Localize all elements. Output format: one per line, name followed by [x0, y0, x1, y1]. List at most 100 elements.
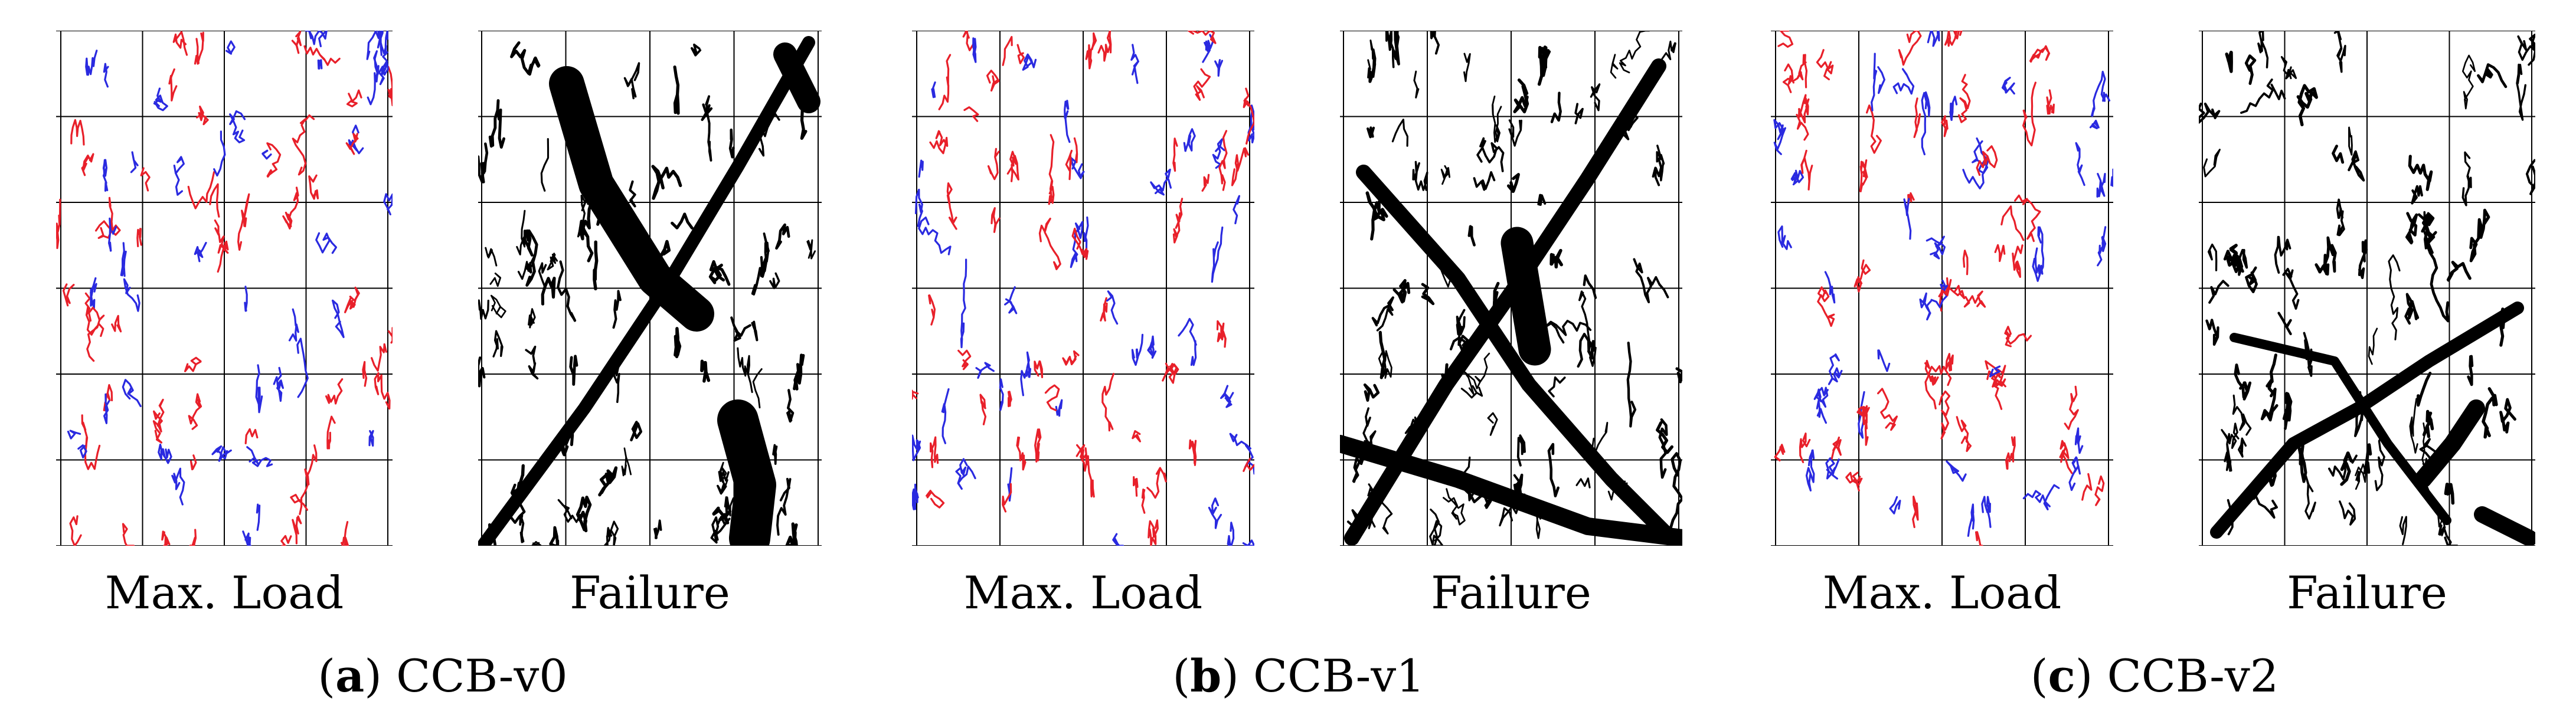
- crack-line: [255, 364, 263, 414]
- crack-line: [1132, 430, 1141, 443]
- crack-line: [1131, 333, 1144, 366]
- crack-line: [972, 37, 977, 63]
- crack-line: [56, 198, 61, 250]
- crack-line: [1473, 171, 1496, 191]
- crack-line: [621, 447, 632, 477]
- crack-line: [2482, 387, 2498, 439]
- panel-b-max-load-label: Max. Load: [963, 566, 1203, 619]
- crack-line: [1610, 54, 1619, 79]
- crack-line: [955, 458, 976, 490]
- crack-line: [1243, 457, 1254, 472]
- crack-line: [1574, 103, 1584, 124]
- crack-line: [918, 217, 952, 255]
- crack-line: [120, 242, 127, 277]
- crack-line: [387, 65, 393, 106]
- crack-line: [2022, 484, 2060, 510]
- crack-line: [1877, 388, 1898, 431]
- crack-line: [1877, 349, 1891, 372]
- crack-line: [1626, 341, 1637, 428]
- crack-line: [2207, 243, 2218, 271]
- failure-cracks: [1340, 31, 1682, 546]
- crack-line: [1467, 225, 1476, 247]
- crack-line: [2467, 355, 2474, 386]
- caption-b-letter: b: [1190, 650, 1222, 702]
- crack-line: [478, 356, 486, 388]
- crack-line: [912, 483, 918, 510]
- crack-line: [2411, 185, 2423, 205]
- crack-line: [187, 171, 215, 209]
- crack-line: [1162, 362, 1178, 382]
- crack-line: [1413, 70, 1420, 99]
- crack-lines: [1773, 31, 2113, 546]
- crack-line: [1020, 351, 1031, 396]
- crack-line: [1830, 436, 1842, 460]
- crack-line: [2064, 385, 2079, 430]
- crack-line: [2446, 260, 2472, 282]
- crack-line: [1994, 244, 2006, 263]
- crack-line: [1796, 113, 1809, 141]
- crack-line: [371, 343, 387, 372]
- crack-lines: [912, 31, 1254, 546]
- crack-line: [516, 209, 526, 255]
- crack-line: [541, 277, 556, 306]
- crack-line: [710, 516, 731, 544]
- crack-line: [1016, 436, 1027, 471]
- crack-line: [775, 223, 790, 250]
- failure-band: [1501, 227, 1551, 366]
- crack-line: [153, 87, 168, 112]
- panel-a-failure-drawing: [478, 31, 822, 546]
- crack-line: [1101, 372, 1115, 432]
- crack-line: [69, 515, 82, 546]
- crack-line: [1430, 31, 1440, 55]
- crack-line: [2469, 208, 2490, 263]
- panel-b-failure: [1340, 31, 1682, 546]
- crack-line: [1548, 376, 1566, 398]
- crack-line: [325, 378, 344, 405]
- crack-line: [1172, 198, 1184, 244]
- crack-line: [1813, 386, 1829, 408]
- crack-line: [299, 444, 318, 515]
- crack-line: [244, 428, 259, 444]
- crack-line: [2000, 205, 2025, 241]
- crack-line: [1392, 278, 1411, 304]
- crack-line: [928, 294, 936, 326]
- crack-line: [557, 499, 581, 523]
- crack-line: [1002, 36, 1013, 66]
- crack-line: [2315, 263, 2329, 276]
- crack-line: [1062, 350, 1080, 366]
- crack-line: [2091, 70, 2111, 117]
- crack-line: [1945, 353, 1954, 372]
- crack-line: [2516, 63, 2527, 121]
- crack-line: [168, 68, 178, 101]
- crack-line: [793, 353, 805, 391]
- crack-line: [184, 356, 202, 372]
- crack-line: [1146, 467, 1167, 499]
- crack-line: [1188, 439, 1197, 466]
- crack-line: [1220, 385, 1234, 408]
- crack-line: [153, 398, 165, 427]
- crack-line: [1816, 399, 1827, 424]
- panel-c-max-load: [1771, 31, 2113, 546]
- crack-line: [531, 540, 542, 546]
- crack-line: [1652, 158, 1663, 186]
- crack-line: [2339, 500, 2356, 526]
- crack-line: [2199, 102, 2221, 124]
- crack-line: [378, 51, 389, 86]
- crack-line: [332, 299, 345, 338]
- crack-line: [1367, 40, 1377, 78]
- crack-line: [103, 63, 109, 88]
- crack-line: [2101, 226, 2107, 253]
- crack-line: [229, 110, 246, 143]
- crack-line: [1864, 419, 1869, 446]
- crack-line: [1825, 457, 1840, 480]
- crack-line: [1412, 160, 1428, 191]
- crack-line: [1892, 68, 1915, 95]
- crack-line: [2277, 312, 2292, 336]
- crack-line: [2001, 77, 2015, 95]
- crack-line: [1034, 360, 1044, 378]
- crack-line: [2075, 142, 2085, 186]
- crack-line: [1183, 128, 1196, 152]
- crack-line: [217, 240, 229, 273]
- crack-line: [1790, 169, 1804, 186]
- crack-line: [1946, 460, 1967, 482]
